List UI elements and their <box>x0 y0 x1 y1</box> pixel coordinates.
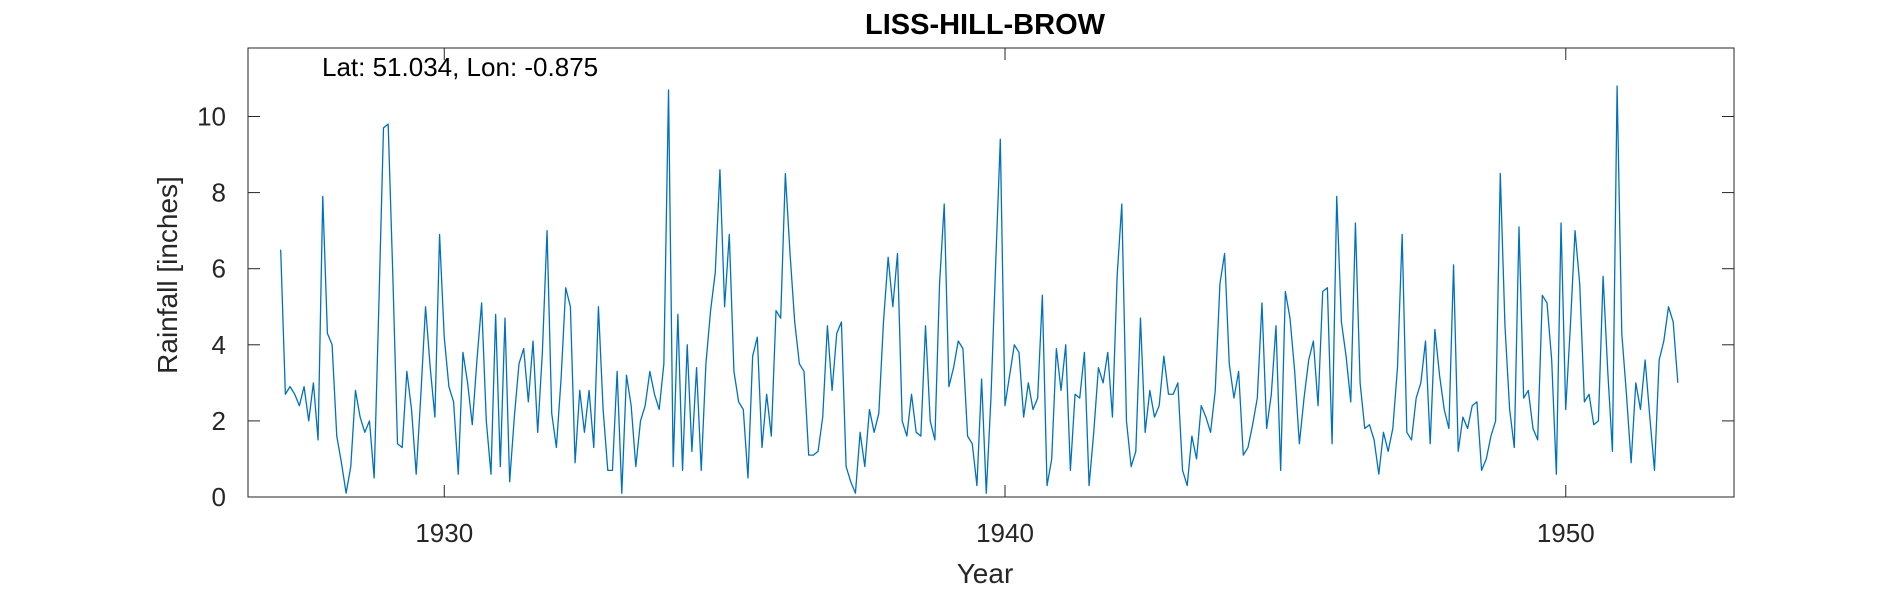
y-tick-label: 0 <box>212 482 226 512</box>
y-tick-label: 2 <box>212 406 226 436</box>
y-tick-label: 4 <box>212 330 226 360</box>
y-tick-label: 8 <box>212 178 226 208</box>
y-axis-label: Rainfall [inches] <box>152 176 183 374</box>
plot-area <box>247 47 1735 498</box>
x-tick-label: 1940 <box>976 518 1034 548</box>
x-axis-label: Year <box>957 558 1014 589</box>
y-tick-label: 10 <box>197 101 226 131</box>
x-tick-label: 1930 <box>415 518 473 548</box>
rainfall-series-line <box>280 85 1679 494</box>
chart-title: LISS-HILL-BROW <box>865 9 1106 41</box>
plot-frame <box>247 47 1735 498</box>
y-tick-label: 6 <box>212 254 226 284</box>
axis-ticks: 1930 1940 1950 0 2 4 6 8 10 <box>197 48 1734 548</box>
x-tick-label: 1950 <box>1537 518 1595 548</box>
station-coordinates: Lat: 51.034, Lon: -0.875 <box>322 52 598 82</box>
